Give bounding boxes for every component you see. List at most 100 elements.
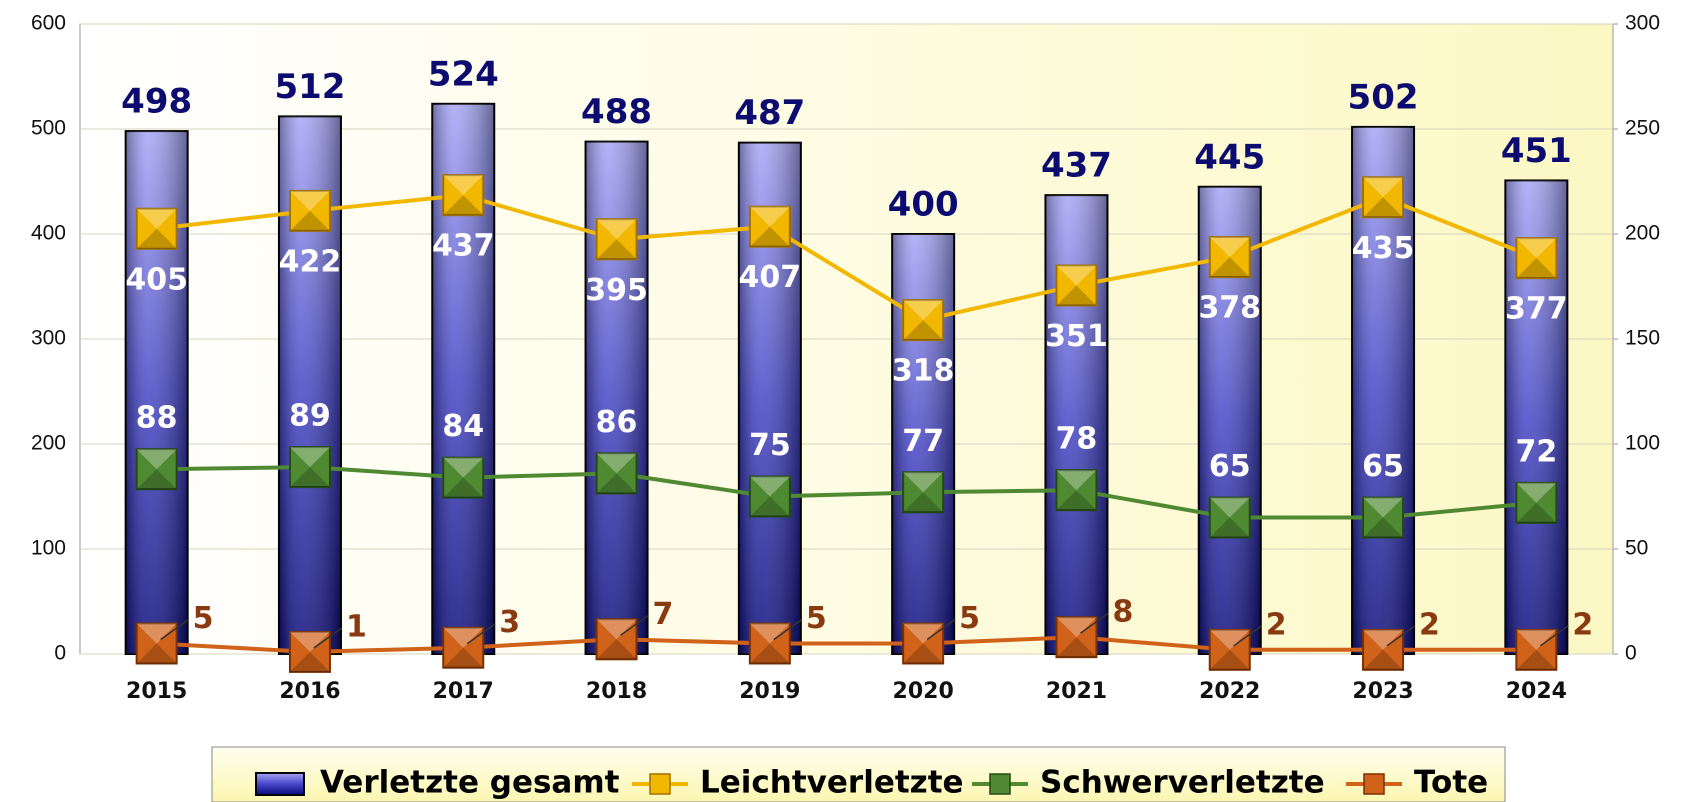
marker-shine [749,623,790,644]
y2-tick-label: 50 [1625,537,1648,560]
data-label: 7 [653,597,674,632]
marker-shade [136,643,177,664]
marker-shade [903,320,944,341]
marker-shade [443,195,484,216]
bar-value-label: 524 [428,54,499,94]
series-line [156,193,1538,323]
line-marker [1055,616,1098,659]
marker-shade [136,228,177,249]
marker-shine [1363,177,1404,198]
y-tick-label: 100 [31,537,66,560]
data-label: 2 [1419,607,1440,642]
marker-shine [443,627,484,648]
y-tick-label: 600 [31,12,66,35]
x-tick-label: 2019 [739,679,800,704]
data-label: 395 [585,273,648,308]
x-tick-label: 2018 [586,679,647,704]
data-label: 1 [346,609,367,644]
data-label: 78 [1056,422,1098,457]
line-marker [1362,628,1405,671]
bar-value-label: 488 [581,92,652,132]
marker-shade [1363,197,1404,218]
marker-shade [1209,257,1250,278]
series-line [156,635,1537,654]
marker-shade [596,239,637,260]
y2-tick-label: 300 [1625,12,1660,35]
line-marker [595,452,638,495]
marker-shine [443,175,484,196]
x-tick-label: 2016 [279,679,340,704]
bar-value-label: 445 [1194,137,1265,177]
data-label: 3 [499,605,520,640]
y-tick-label: 0 [54,642,66,665]
marker-shine [1209,497,1250,518]
bar-value-label: 400 [888,185,959,225]
line-marker [902,622,945,665]
y2-tick-label: 100 [1625,432,1660,455]
marker-shine [749,206,790,227]
data-label: 72 [1515,434,1557,469]
line-marker [1362,496,1405,539]
marker-shine [289,631,330,652]
data-label: 88 [136,401,178,436]
bar-value-label: 512 [274,67,345,107]
data-label: 437 [432,229,495,264]
marker-shine [136,449,177,470]
marker-shine [903,623,944,644]
data-label: 2 [1572,607,1593,642]
marker-shade [289,467,330,488]
marker-shine [1056,470,1097,491]
marker-shade [749,496,790,517]
data-label: 5 [193,601,214,636]
data-label: 86 [596,405,638,440]
line-marker [902,299,945,342]
data-label: 2 [1266,607,1287,642]
marker-shade [903,492,944,513]
legend-label: Tote [1414,765,1488,801]
marker-shine [1516,238,1557,259]
marker-shine [1363,629,1404,650]
line-marker [135,448,178,491]
marker-shade [1363,649,1404,670]
marker-shade [443,477,484,498]
marker-shine [596,219,637,240]
line-marker [135,207,178,250]
data-label: 65 [1362,449,1404,484]
line-marker [442,626,485,669]
x-tick-label: 2020 [893,679,954,704]
x-tick-label: 2024 [1506,679,1567,704]
legend-swatch [255,772,305,796]
marker-shine [1056,265,1097,286]
data-label: 89 [289,399,331,434]
data-label: 405 [125,262,188,297]
y2-tick-label: 200 [1625,222,1660,245]
label-leader [1233,625,1263,647]
marker-shine [1516,629,1557,650]
line-marker [1055,469,1098,512]
marker-shade [1516,649,1557,670]
marker-shade [1516,502,1557,523]
line-marker [595,218,638,261]
label-leader [466,623,496,645]
legend-box [211,746,1506,802]
marker-shine [903,300,944,321]
y2-tick-label: 150 [1625,327,1660,350]
line-marker [288,630,331,673]
data-label: 65 [1209,449,1251,484]
legend-marker [1363,773,1385,795]
line-marker [1055,264,1098,307]
legend-marker [649,773,671,795]
label-leader [313,627,343,649]
marker-shade [596,639,637,660]
data-label: 5 [806,601,827,636]
line-marker [442,456,485,499]
label-leader [773,618,803,641]
legend-label: Schwerverletzte [1040,765,1325,801]
x-tick-label: 2022 [1199,679,1260,704]
marker-shine [1056,617,1097,638]
marker-shade [289,210,330,231]
y2-tick-label: 0 [1625,642,1637,665]
marker-shade [1056,285,1097,306]
line-marker [1515,628,1558,671]
line-marker [1515,481,1558,524]
